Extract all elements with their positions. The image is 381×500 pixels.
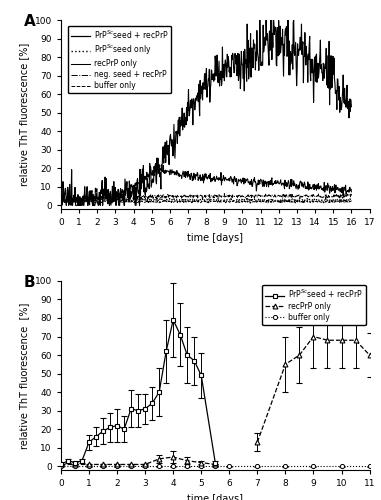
Text: A: A [24, 14, 36, 30]
Y-axis label: relative ThT fluorescence  [%]: relative ThT fluorescence [%] [19, 302, 29, 448]
Legend: PrP$^{Sc}$seed + recPrP, recPrP only, buffer only: PrP$^{Sc}$seed + recPrP, recPrP only, bu… [262, 284, 366, 325]
X-axis label: time [days]: time [days] [187, 232, 243, 242]
Legend: PrP$^{Sc}$seed + recPrP, PrP$^{Sc}$seed only, recPrP only, neg. seed + recPrP, b: PrP$^{Sc}$seed + recPrP, PrP$^{Sc}$seed … [68, 26, 171, 94]
Y-axis label: relative ThT fluorescence [%]: relative ThT fluorescence [%] [19, 43, 29, 186]
Text: B: B [24, 276, 35, 290]
X-axis label: time [days]: time [days] [187, 494, 243, 500]
